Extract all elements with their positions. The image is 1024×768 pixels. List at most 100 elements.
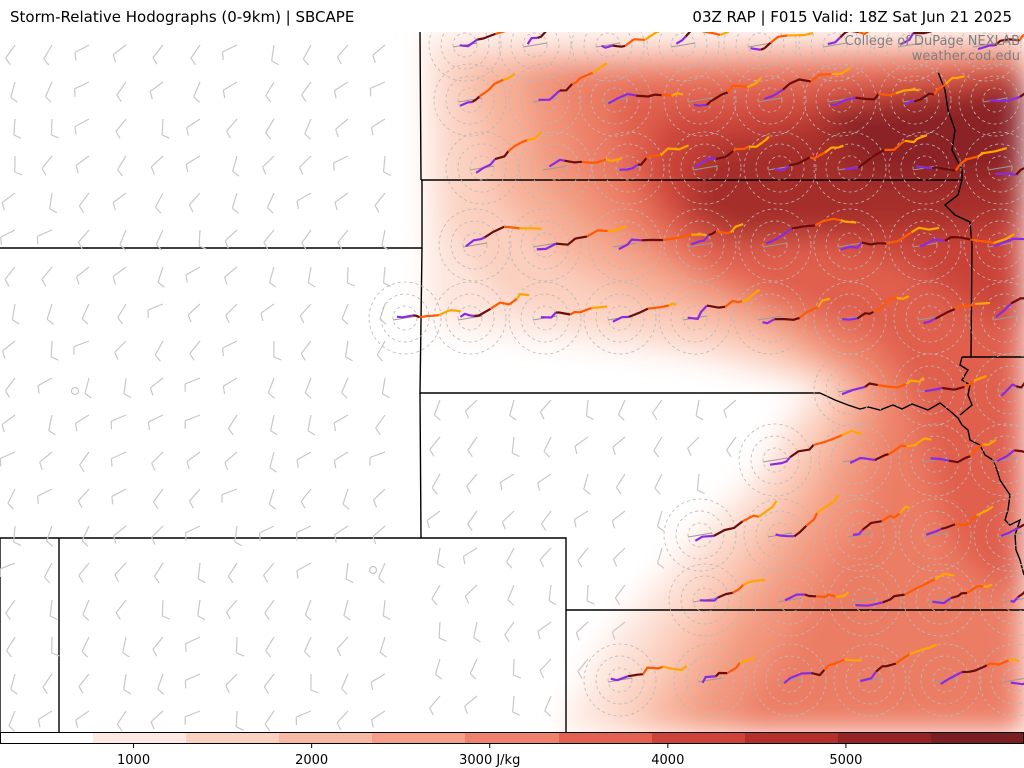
wind-barb (46, 525, 53, 542)
hodograph-trace (537, 32, 547, 39)
wind-barb (8, 710, 16, 727)
hodograph-ring (462, 232, 488, 258)
wind-barb-flag (372, 499, 378, 508)
storm-motion-arrow (822, 42, 848, 48)
hodograph-ring (750, 220, 800, 270)
wind-barb-flag (1, 350, 6, 359)
hodograph-trace (805, 512, 818, 527)
wind-barb (426, 510, 441, 521)
wind-barb-flag (300, 353, 306, 361)
wind-barb (375, 414, 386, 429)
wind-barb (695, 399, 700, 416)
hodograph-trace (877, 382, 907, 389)
wind-barb (78, 562, 90, 576)
wind-barb-flag (13, 541, 22, 546)
wind-barb (656, 510, 663, 527)
wind-barb-flag (189, 353, 195, 361)
wind-barb (1, 414, 16, 425)
hodograph-trace (861, 520, 882, 531)
wind-barb-flag (268, 503, 276, 510)
wind-barb-flag (615, 487, 622, 495)
wind-barb (429, 436, 441, 450)
hodograph-trace (762, 318, 776, 325)
wind-barb-flag (265, 650, 272, 658)
hodograph-trace (995, 302, 1012, 318)
hodograph-trace (637, 157, 648, 166)
wind-barb (155, 192, 164, 208)
hodograph-ring (997, 377, 1023, 403)
hodograph-ring (445, 293, 495, 343)
wind-barb-flag (499, 482, 503, 491)
hodograph-trace (715, 671, 728, 678)
wind-barb (438, 621, 441, 639)
hodograph-trace (624, 38, 646, 47)
wind-barb (336, 710, 349, 724)
wind-barb (42, 673, 53, 688)
hodograph-trace (600, 44, 614, 49)
wind-barb-flag (378, 577, 385, 584)
hodograph-ring (997, 522, 1023, 548)
wind-barb (74, 81, 90, 90)
wind-barb-flag (234, 541, 242, 547)
hodograph-trace (1010, 681, 1024, 686)
wind-barb (150, 155, 164, 168)
wind-barb (184, 710, 201, 718)
hodograph-ring (583, 643, 657, 717)
wind-barb (263, 673, 275, 688)
hodograph-trace (526, 36, 538, 45)
hodograph-trace (823, 658, 845, 671)
hodograph-ring (893, 353, 967, 427)
wind-barb (43, 562, 53, 578)
hodograph-trace (783, 672, 812, 685)
hodograph-ring (520, 293, 570, 343)
hodograph-trace (503, 72, 516, 81)
hodograph-trace (913, 92, 935, 103)
wind-barb-flag (74, 126, 77, 135)
wind-barb (225, 303, 238, 316)
hodograph-ring (380, 293, 430, 343)
wind-barb-flag (39, 461, 43, 470)
wind-barb-flag (372, 536, 377, 545)
storm-motion-arrow (847, 532, 873, 538)
hodograph-trace (919, 238, 946, 248)
hodograph-trace (884, 139, 906, 151)
hodograph-trace (459, 312, 475, 318)
wind-barb (77, 488, 90, 502)
hodograph-ring (658, 281, 732, 355)
wind-barb (48, 414, 53, 431)
hodograph-trace (923, 317, 936, 325)
wind-barb-flag (370, 719, 374, 728)
hodograph-trace (396, 314, 414, 319)
wind-barb-flag (81, 651, 89, 658)
hodograph-ring (958, 63, 1024, 137)
hodograph-ring (960, 32, 1010, 70)
hodograph-ring (532, 87, 558, 113)
hodograph-trace (564, 159, 582, 164)
hodograph-ring (767, 522, 793, 548)
wind-barb (222, 81, 238, 91)
hodograph-trace (1000, 383, 1017, 397)
wind-barb-flag (723, 410, 728, 419)
hodograph-ring (762, 232, 788, 258)
storm-motion-arrow (852, 597, 878, 603)
hodograph-trace (644, 32, 661, 41)
hodographs (396, 32, 1024, 686)
hodograph-trace (1014, 449, 1024, 454)
wind-barb (123, 673, 127, 690)
hodograph-trace (742, 578, 766, 586)
wind-barb (111, 488, 127, 497)
wind-barb-flag (612, 447, 616, 455)
wind-barb (540, 510, 552, 525)
wind-barb (300, 340, 312, 354)
wind-barb (296, 525, 312, 534)
hodograph-ring (767, 155, 793, 181)
wind-barb (723, 399, 737, 411)
storm-motion-arrow (757, 315, 783, 321)
wind-barb (75, 710, 90, 721)
hodograph-ring (985, 510, 1024, 560)
hodograph-trace (858, 32, 870, 36)
wind-barb (654, 473, 663, 489)
wind-barb (186, 451, 201, 462)
hodograph-ring (738, 208, 812, 282)
wind-barb (539, 547, 552, 561)
